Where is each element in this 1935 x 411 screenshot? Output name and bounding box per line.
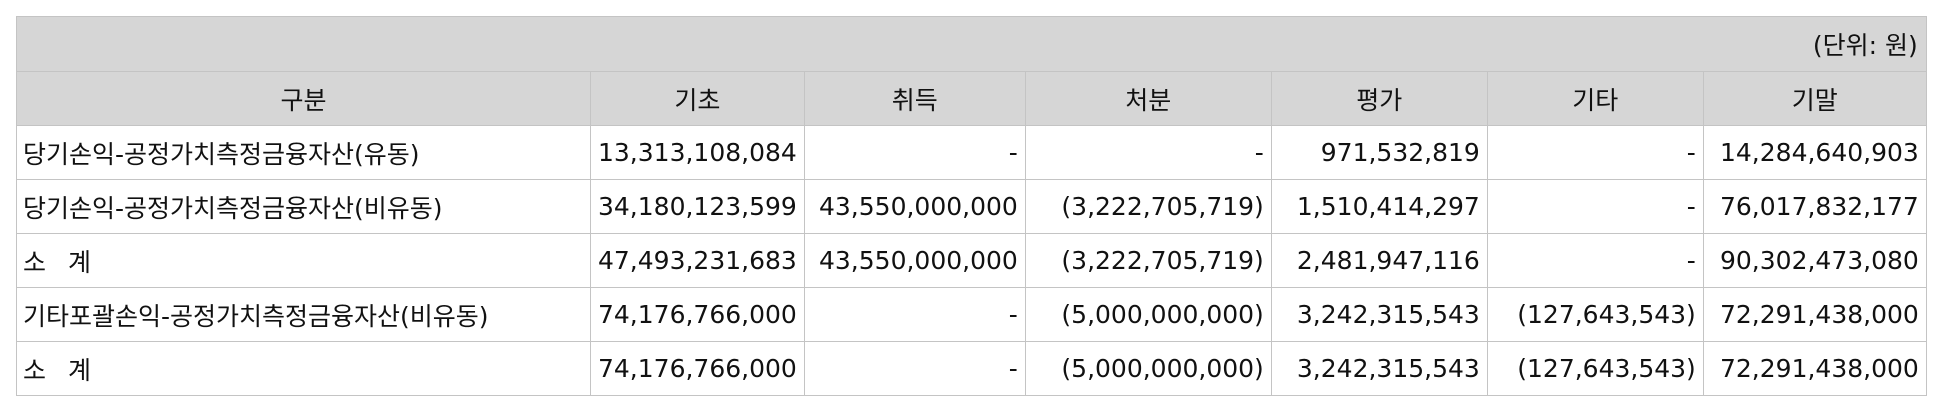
unit-label: (단위: 원) (16, 16, 1927, 72)
header-beginning: 기초 (590, 71, 805, 126)
row-label: 당기손익-공정가치측정금융자산(유동) (16, 125, 591, 180)
cell-other: - (1486, 179, 1704, 234)
cell-other: (127,643,543) (1486, 287, 1704, 342)
table-row: 당기손익-공정가치측정금융자산(비유동) 34,180,123,599 43,5… (16, 179, 1927, 234)
cell-disposal: (3,222,705,719) (1024, 233, 1272, 288)
cell-valuation: 971,532,819 (1270, 125, 1488, 180)
subtotal-label-part: 소 (23, 247, 47, 277)
cell-beginning: 13,313,108,084 (590, 125, 805, 180)
cell-ending: 14,284,640,903 (1702, 125, 1927, 180)
cell-valuation: 3,242,315,543 (1270, 287, 1488, 342)
cell-acquisition: - (803, 287, 1026, 342)
cell-beginning: 74,176,766,000 (590, 341, 805, 396)
header-category: 구분 (16, 71, 591, 126)
financial-asset-movement-table: (단위: 원) 구분 기초 취득 처분 평가 기타 기말 당기손익-공정가치측정… (16, 16, 1927, 396)
row-label: 당기손익-공정가치측정금융자산(비유동) (16, 179, 591, 234)
table-row: 당기손익-공정가치측정금융자산(유동) 13,313,108,084 - - 9… (16, 125, 1927, 180)
cell-disposal: (3,222,705,719) (1024, 179, 1272, 234)
subtotal-label-part: 소 (23, 355, 47, 385)
cell-valuation: 2,481,947,116 (1270, 233, 1488, 288)
cell-disposal: (5,000,000,000) (1024, 287, 1272, 342)
header-ending: 기말 (1702, 71, 1927, 126)
cell-acquisition: - (803, 341, 1026, 396)
row-label: 기타포괄손익-공정가치측정금융자산(비유동) (16, 287, 591, 342)
header-other: 기타 (1486, 71, 1704, 126)
header-disposal: 처분 (1024, 71, 1272, 126)
cell-ending: 76,017,832,177 (1702, 179, 1927, 234)
cell-beginning: 74,176,766,000 (590, 287, 805, 342)
unit-row: (단위: 원) (16, 16, 1927, 72)
cell-acquisition: - (803, 125, 1026, 180)
cell-other: - (1486, 233, 1704, 288)
financial-asset-table-container: (단위: 원) 구분 기초 취득 처분 평가 기타 기말 당기손익-공정가치측정… (16, 16, 1927, 396)
cell-valuation: 3,242,315,543 (1270, 341, 1488, 396)
table-row: 기타포괄손익-공정가치측정금융자산(비유동) 74,176,766,000 - … (16, 287, 1927, 342)
cell-acquisition: 43,550,000,000 (803, 179, 1026, 234)
cell-acquisition: 43,550,000,000 (803, 233, 1026, 288)
cell-beginning: 47,493,231,683 (590, 233, 805, 288)
cell-ending: 72,291,438,000 (1702, 341, 1927, 396)
cell-disposal: - (1024, 125, 1272, 180)
subtotal-label-part: 계 (68, 355, 92, 385)
header-valuation: 평가 (1270, 71, 1488, 126)
cell-disposal: (5,000,000,000) (1024, 341, 1272, 396)
header-row: 구분 기초 취득 처분 평가 기타 기말 (16, 71, 1927, 126)
cell-other: - (1486, 125, 1704, 180)
cell-ending: 72,291,438,000 (1702, 287, 1927, 342)
cell-ending: 90,302,473,080 (1702, 233, 1927, 288)
cell-other: (127,643,543) (1486, 341, 1704, 396)
subtotal-label-part: 계 (68, 247, 92, 277)
cell-beginning: 34,180,123,599 (590, 179, 805, 234)
cell-valuation: 1,510,414,297 (1270, 179, 1488, 234)
header-acquisition: 취득 (803, 71, 1026, 126)
